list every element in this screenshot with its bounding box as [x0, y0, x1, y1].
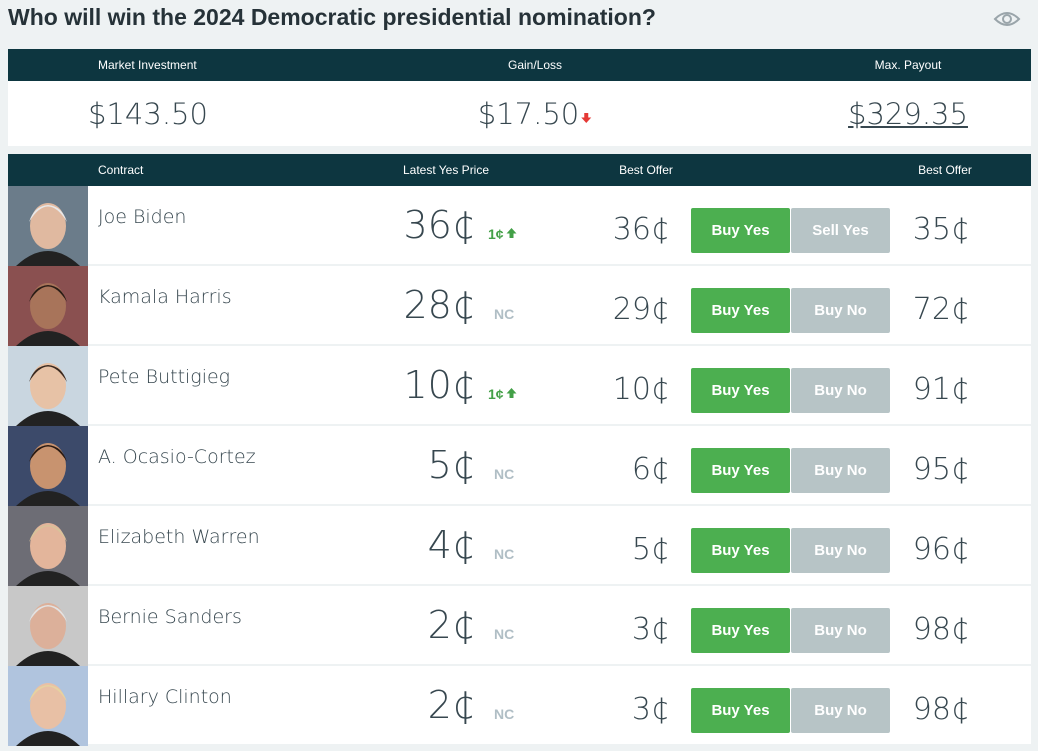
candidate-photo: [8, 586, 88, 666]
table-header: Contract Latest Yes Price Best Offer Best O…: [8, 154, 1031, 186]
summary-value-text: $329.35: [848, 97, 968, 131]
contract-row: Pete Buttigieg 10¢ 1¢ 10¢ Buy Yes Buy No 91¢: [8, 346, 1031, 426]
summary-label: Gain/Loss: [507, 58, 563, 72]
title: Who will win the 2024 Democratic preside…: [8, 4, 656, 30]
summary-label: Max. Payout: [874, 58, 942, 72]
trade-button[interactable]: Buy No: [791, 448, 890, 493]
best-offer-no: 96¢: [912, 532, 970, 567]
price-change-text: NC: [494, 306, 515, 322]
column-header: Contract: [98, 163, 144, 177]
best-offer-no: 72¢: [912, 292, 970, 327]
summary-value: $17.50: [478, 97, 592, 131]
trade-button[interactable]: Buy Yes: [691, 448, 790, 493]
best-offer-yes: 29¢: [612, 292, 670, 327]
contract-name: Hillary Clinton: [98, 686, 232, 708]
trade-button[interactable]: Buy No: [791, 608, 890, 653]
summary-label: Market Investment: [98, 58, 197, 72]
candidate-photo: [8, 346, 88, 426]
contract-row: Bernie Sanders 2¢ NC 3¢ Buy Yes Buy No 98¢: [8, 586, 1031, 666]
best-offer-no: 98¢: [912, 692, 970, 727]
candidate-photo: [8, 506, 88, 586]
best-offer-yes: 3¢: [631, 612, 670, 647]
trade-button[interactable]: Buy No: [791, 528, 890, 573]
price-change: NC: [494, 626, 514, 642]
watch-icon[interactable]: [993, 8, 1021, 30]
contract-row: Hillary Clinton 2¢ NC 3¢ Buy Yes Buy No 98¢: [8, 666, 1031, 746]
latest-price: 36¢: [403, 203, 476, 247]
summary-value-text: $143.50: [88, 97, 208, 131]
column-header: Latest Yes Price: [402, 163, 490, 177]
trade-button[interactable]: Buy Yes: [691, 288, 790, 333]
latest-price: 4¢: [427, 523, 476, 567]
best-offer-yes: 6¢: [631, 452, 670, 487]
trend-arrow: [506, 228, 517, 238]
summary-value-text: $17.50: [477, 97, 580, 131]
candidate-photo: [8, 186, 88, 266]
trade-button[interactable]: Buy Yes: [691, 688, 790, 733]
trade-button[interactable]: Buy No: [791, 288, 890, 333]
latest-price: 5¢: [427, 443, 476, 487]
price-change-text: NC: [494, 466, 515, 482]
candidate-photo: [8, 666, 88, 746]
contract-row: Elizabeth Warren 4¢ NC 5¢ Buy Yes Buy No 96¢: [8, 506, 1031, 586]
contract-name: Joe Biden: [98, 206, 187, 228]
contract-name: Kamala Harris: [98, 286, 232, 308]
contract-name: Pete Buttigieg: [98, 366, 231, 388]
best-offer-yes: 3¢: [631, 692, 670, 727]
price-change: NC: [494, 306, 514, 322]
trade-button[interactable]: Buy Yes: [691, 208, 790, 253]
trade-button[interactable]: Buy Yes: [691, 608, 790, 653]
best-offer-yes: 10¢: [612, 372, 670, 407]
price-change-text: 1¢: [488, 386, 504, 402]
best-offer-no: 98¢: [912, 612, 970, 647]
latest-price: 10¢: [403, 363, 476, 407]
contract-row: Kamala Harris 28¢ NC 29¢ Buy Yes Buy No 72¢: [8, 266, 1031, 346]
best-offer-yes: 5¢: [631, 532, 670, 567]
price-change-text: NC: [494, 706, 515, 722]
price-change-text: NC: [494, 626, 515, 642]
best-offer-no: 95¢: [912, 452, 970, 487]
trade-button[interactable]: Buy Yes: [691, 528, 790, 573]
latest-price: 2¢: [427, 683, 476, 727]
contract-name: Bernie Sanders: [98, 606, 242, 628]
price-change: NC: [494, 466, 514, 482]
contract-name: A. Ocasio-Cortez: [98, 446, 256, 468]
trade-button[interactable]: Sell Yes: [791, 208, 890, 253]
summary-panel: $143.50 $17.50 $329.35: [8, 81, 1031, 146]
price-change: NC: [494, 546, 514, 562]
column-header: Best Offer: [619, 163, 673, 177]
trade-button[interactable]: Buy No: [791, 688, 890, 733]
summary-header: Market Investment Gain/Loss Max. Payout: [8, 49, 1031, 81]
column-header: Best Offer: [918, 163, 972, 177]
price-change: NC: [494, 706, 514, 722]
price-change-text: 1¢: [488, 226, 504, 242]
trend-arrow: [581, 113, 592, 123]
latest-price: 2¢: [427, 603, 476, 647]
trend-arrow: [506, 388, 517, 398]
trade-button[interactable]: Buy Yes: [691, 368, 790, 413]
best-offer-yes: 36¢: [612, 212, 670, 247]
price-change-text: NC: [494, 546, 515, 562]
latest-price: 28¢: [403, 283, 476, 327]
price-change: 1¢: [488, 386, 517, 402]
trade-button[interactable]: Buy No: [791, 368, 890, 413]
contract-name: Elizabeth Warren: [98, 526, 260, 548]
summary-value: $329.35: [848, 97, 968, 131]
candidate-photo: [8, 426, 88, 506]
best-offer-no: 91¢: [912, 372, 970, 407]
contract-row: Joe Biden 36¢ 1¢ 36¢ Buy Yes Sell Yes 35¢: [8, 186, 1031, 266]
best-offer-no: 35¢: [912, 212, 970, 247]
price-change: 1¢: [488, 226, 517, 242]
summary-value: $143.50: [88, 97, 208, 131]
contract-row: A. Ocasio-Cortez 5¢ NC 6¢ Buy Yes Buy No 95¢: [8, 426, 1031, 506]
candidate-photo: [8, 266, 88, 346]
